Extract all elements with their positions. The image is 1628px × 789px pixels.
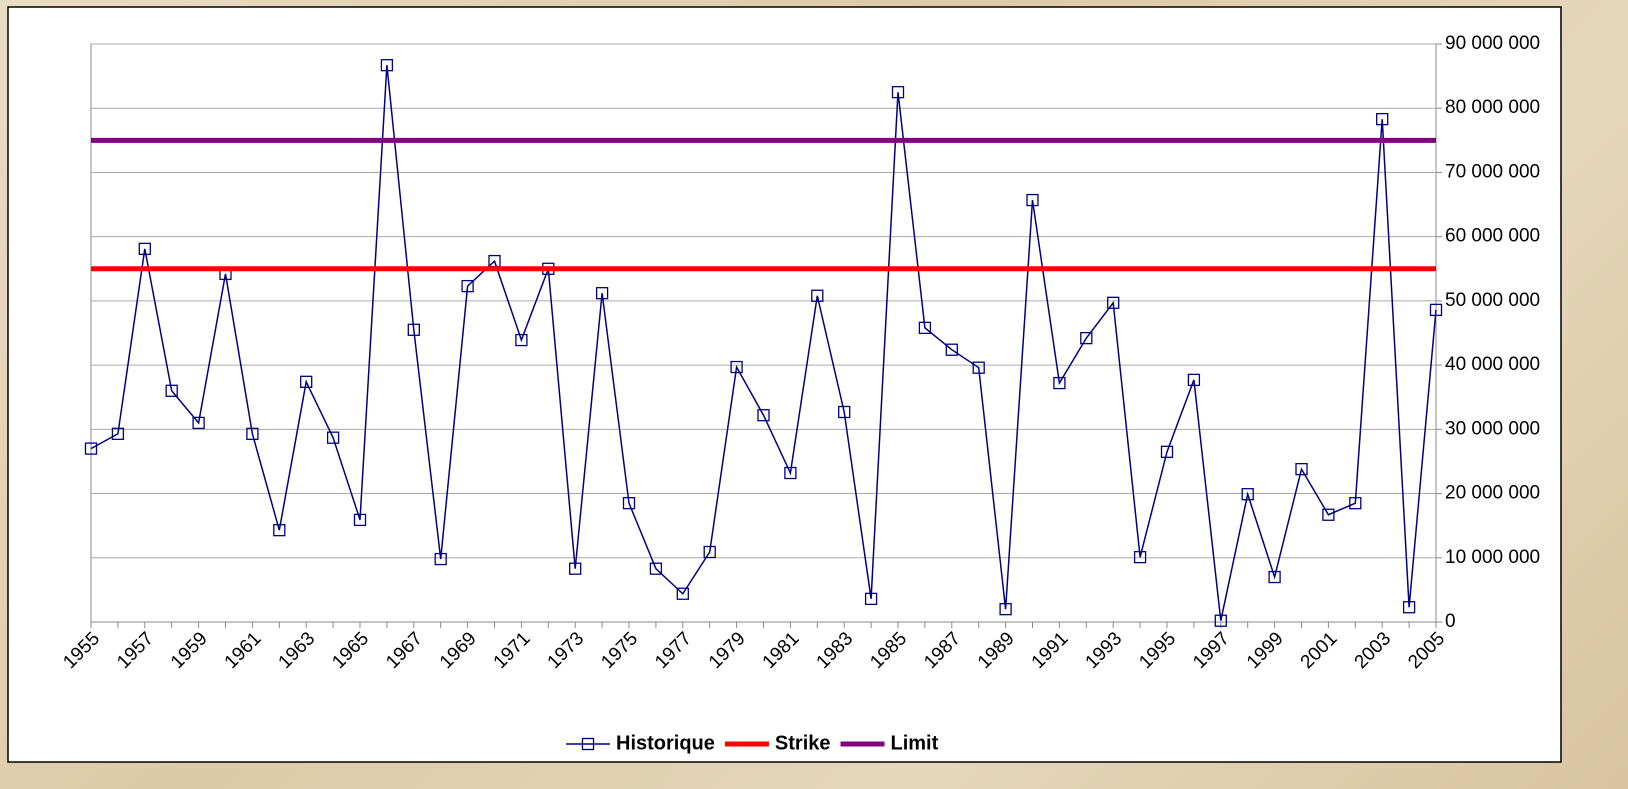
data-point <box>1187 373 1201 387</box>
data-point <box>1402 601 1416 614</box>
series-line <box>90 65 1437 621</box>
data-point <box>999 603 1012 616</box>
data-point <box>649 562 663 575</box>
data-point <box>864 592 878 606</box>
data-point <box>945 343 958 356</box>
y-tick-label: 30 000 000 <box>1445 418 1540 439</box>
data-point <box>838 405 851 419</box>
data-point <box>326 431 340 444</box>
y-tick-label: 20 000 000 <box>1445 483 1540 504</box>
y-tick-label: 70 000 000 <box>1445 161 1540 182</box>
data-point <box>972 361 985 374</box>
data-point <box>569 562 582 575</box>
data-point <box>811 289 824 302</box>
y-tick-label: 90 000 000 <box>1445 33 1540 54</box>
data-point <box>891 86 905 99</box>
y-tick-label: 10 000 000 <box>1445 547 1540 568</box>
data-point <box>1322 508 1335 521</box>
data-point <box>84 442 98 455</box>
data-point <box>757 409 770 422</box>
legend-item: Strike <box>724 732 831 754</box>
chart-panel <box>7 6 1562 763</box>
legend-item: Historique <box>566 732 715 754</box>
legend-label: Historique <box>616 732 715 754</box>
data-point <box>1295 463 1308 476</box>
legend-label: Strike <box>775 732 831 754</box>
y-tick-label: 60 000 000 <box>1445 226 1540 247</box>
data-point <box>461 279 474 293</box>
data-point <box>192 416 205 430</box>
data-point <box>1241 488 1254 501</box>
data-point <box>111 427 125 440</box>
data-point <box>353 513 367 527</box>
data-point <box>380 59 394 72</box>
data-point <box>1214 614 1227 627</box>
data-point <box>1349 497 1362 510</box>
data-point <box>676 587 689 600</box>
legend-label: Limit <box>891 732 939 754</box>
data-point <box>1026 193 1039 207</box>
data-point <box>273 524 286 537</box>
data-point <box>703 545 716 559</box>
data-point <box>1107 296 1120 309</box>
data-point <box>595 287 609 300</box>
data-point <box>246 427 259 440</box>
data-point <box>515 333 528 347</box>
data-point <box>138 242 151 256</box>
data-point <box>1268 570 1281 584</box>
data-point <box>1429 303 1443 317</box>
data-point <box>1133 550 1147 564</box>
legend-marker <box>581 737 595 751</box>
y-tick-label: 80 000 000 <box>1445 97 1540 118</box>
y-tick-label: 0 <box>1445 611 1456 632</box>
data-point <box>300 375 313 388</box>
data-point <box>784 466 797 480</box>
y-tick-label: 40 000 000 <box>1445 354 1540 375</box>
data-point <box>1160 445 1174 458</box>
data-point <box>730 360 743 374</box>
data-point <box>622 497 636 510</box>
data-point <box>434 552 447 566</box>
data-point <box>407 323 420 336</box>
data-point <box>918 321 932 335</box>
legend-item: Limit <box>840 732 939 754</box>
y-tick-label: 50 000 000 <box>1445 290 1540 311</box>
data-point <box>1376 112 1389 126</box>
data-point <box>1053 376 1066 390</box>
data-point <box>1080 331 1093 345</box>
data-point <box>165 384 178 397</box>
